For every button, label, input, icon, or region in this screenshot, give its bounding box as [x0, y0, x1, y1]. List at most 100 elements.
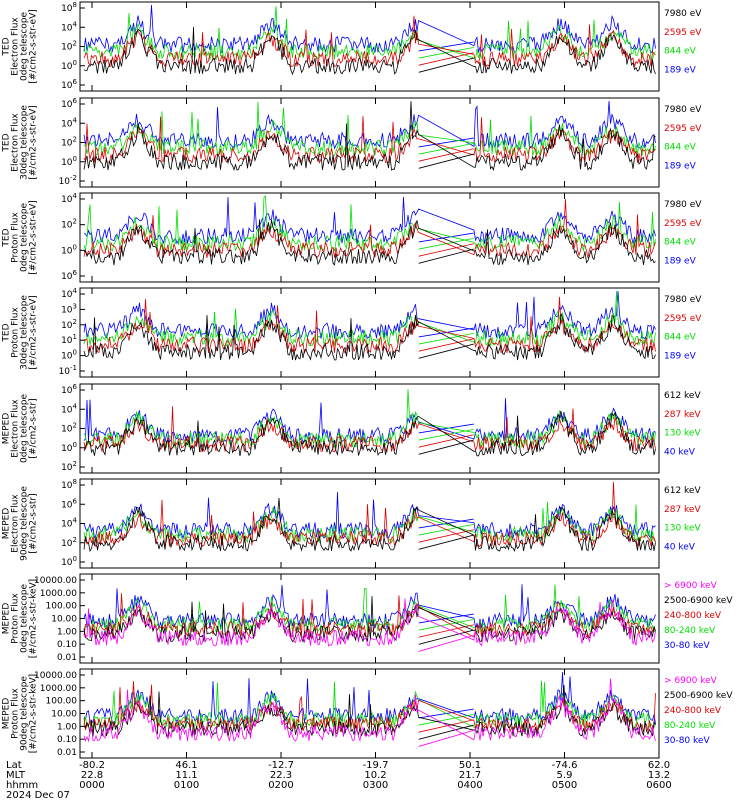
y-tick-label: 104: [61, 116, 77, 129]
legend-entry: 130 keV: [664, 524, 701, 534]
y-tick-label: 100: [61, 555, 77, 568]
footer-label-mlt: MLT: [6, 770, 26, 781]
series-trace-2: [83, 6, 656, 61]
panel-5: 106 104 102 100 102 MEPEDElectron Flux0deg te…: [2, 383, 701, 474]
footer-hhmm-value: 0100: [174, 780, 199, 791]
y-tick-label: 1000.00: [40, 589, 77, 599]
gap-connector: [418, 613, 474, 624]
series-trace-4: [83, 685, 656, 738]
gap-connector: [418, 243, 474, 257]
y-axis-label: MEPEDElectron Flux0deg telescope[#/cm2-s…: [2, 394, 39, 464]
series-trace-5: [83, 598, 656, 647]
legend-entry: 240-800 keV: [664, 706, 722, 716]
y-tick-label: 106: [61, 97, 77, 110]
legend-entry: 80-240 keV: [664, 721, 716, 731]
footer-lat-value: -19.7: [363, 760, 389, 771]
legend-entry: 844 eV: [664, 47, 697, 57]
panel-7: 10000.00 1000.00 100.00 10.00 1.00 0.10 0.01 ME…: [2, 573, 733, 664]
footer-hhmm-value: 0200: [268, 780, 293, 791]
footer-hhmm-value: 0300: [363, 780, 388, 791]
series-trace-2: [83, 195, 656, 253]
y-tick-label: 100: [61, 59, 77, 72]
series-trace-4: [83, 313, 656, 361]
y-axis-label: TEDElectron Flux0deg telescope[#/cm2-s-s…: [2, 9, 39, 84]
series-trace-3: [83, 15, 656, 68]
footer-mlt-value: 22.8: [81, 770, 103, 781]
legend-entry: 2500-6900 keV: [664, 691, 733, 701]
series-trace-4: [83, 101, 656, 172]
gap-connector: [418, 724, 474, 740]
footer-mlt-value: 22.3: [270, 770, 292, 781]
y-tick-label: 108: [61, 1, 77, 14]
y-tick-label: 100: [61, 349, 77, 362]
legend-entry: 7980 eV: [664, 200, 702, 210]
y-tick-label: 104: [61, 287, 77, 300]
panel-6: 108 106 104 102 100 MEPEDElectron Flux90deg t…: [2, 478, 701, 569]
gap-connector: [418, 148, 474, 162]
footer-lat-value: -12.7: [268, 760, 294, 771]
y-tick-label: 102: [61, 460, 77, 473]
gap-connector: [418, 52, 474, 66]
series-trace-3: [83, 481, 656, 548]
legend-entry: 80-240 keV: [664, 626, 716, 636]
y-tick-label: 10-1: [59, 364, 77, 377]
gap-connector: [418, 338, 474, 352]
y-tick-label: 102: [61, 536, 77, 549]
panel-1: 108 104 102 100 106 TEDElectron Flux0deg tele…: [2, 1, 702, 92]
legend-entry: 612 keV: [664, 391, 701, 401]
y-tick-label: 102: [61, 318, 77, 331]
gap-connector: [418, 618, 474, 631]
y-tick-label: 101: [61, 333, 77, 346]
footer-lat-value: -80.2: [79, 760, 105, 771]
y-tick-label: 104: [61, 192, 77, 205]
footer-mlt-value: 10.2: [364, 770, 386, 781]
series-trace-2: [83, 101, 656, 157]
gap-connector: [418, 719, 474, 733]
legend-entry: 2500-6900 keV: [664, 596, 733, 606]
y-tick-label: 108: [61, 478, 77, 491]
footer-mlt-value: 5.9: [557, 770, 573, 781]
series-trace-4: [83, 410, 656, 457]
y-tick-label: 102: [61, 136, 77, 149]
y-tick-label: 10000.00: [34, 671, 77, 681]
series-trace-2: [83, 291, 656, 348]
y-tick-label: 100: [61, 243, 77, 256]
gap-connector: [418, 41, 474, 52]
footer-lat-value: 62.0: [648, 760, 670, 771]
y-tick-label: 1000.00: [40, 684, 77, 694]
legend-entry: 30-80 keV: [664, 641, 710, 651]
y-tick-label: 0.01: [57, 748, 77, 758]
series-trace-4: [83, 219, 656, 266]
y-axis-label: TEDProton Flux30deg telescope[#/cm2-s-st…: [2, 295, 39, 370]
legend-entry: 2595 eV: [664, 314, 702, 324]
gap-connector: [418, 153, 474, 169]
footer-mlt-value: 21.7: [459, 770, 481, 781]
legend-entry: 40 keV: [664, 542, 696, 552]
series-trace-4: [83, 497, 656, 553]
y-tick-label: 10-2: [59, 174, 77, 187]
footer-hhmm-value: 0500: [552, 780, 577, 791]
gap-connector: [418, 142, 474, 155]
panel-frame: [79, 192, 660, 283]
footer-lat-value: -74.6: [552, 760, 578, 771]
gap-connector: [418, 635, 474, 652]
gap-connector: [418, 232, 474, 243]
y-tick-label: 100.00: [46, 602, 78, 612]
gap-connector: [418, 518, 474, 529]
y-axis-label: MEPEDProton Flux90deg telescope[#/cm2-s-…: [2, 674, 39, 753]
legend-entry: 30-80 keV: [664, 736, 710, 746]
legend-entry: 287 keV: [664, 410, 701, 420]
series-trace-3: [83, 199, 656, 259]
legend-entry: 7980 eV: [664, 295, 702, 305]
y-axis-label: TEDElectron Flux30deg telescope[#/cm2-s-…: [2, 105, 39, 180]
series-trace-1: [83, 290, 656, 340]
y-tick-label: 100.00: [46, 697, 78, 707]
series-trace-2: [83, 501, 656, 544]
y-tick-label: 106: [61, 269, 77, 282]
series-trace-5: [83, 678, 656, 743]
gap-connector: [418, 434, 474, 448]
y-tick-label: 102: [61, 422, 77, 435]
y-tick-label: 103: [61, 302, 77, 315]
legend-entry: > 6900 keV: [664, 581, 718, 591]
legend-entry: 189 eV: [664, 161, 697, 171]
